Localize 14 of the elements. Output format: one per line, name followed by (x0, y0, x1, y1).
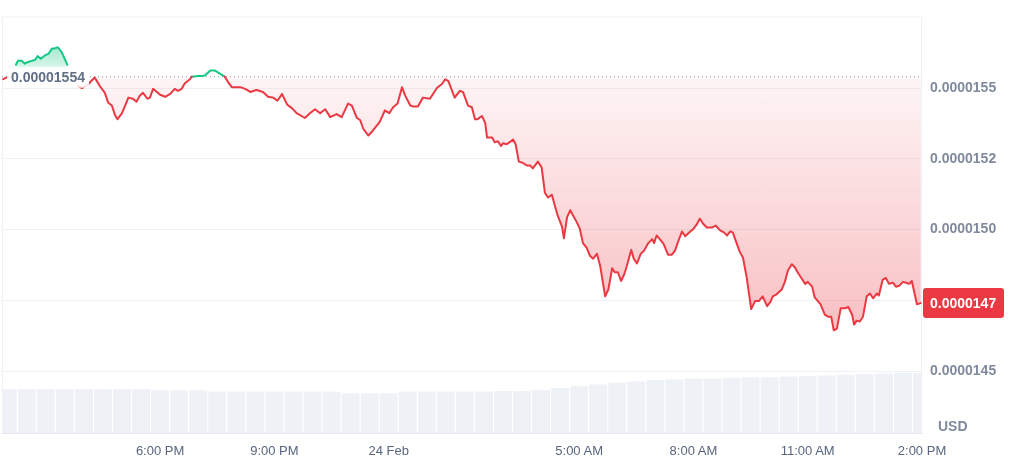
x-tick-label: 11:00 AM (780, 443, 835, 457)
x-tick-label: 9:00 PM (250, 443, 299, 457)
y-axis-title: USD (938, 417, 968, 434)
x-tick-label: 8:00 AM (669, 443, 718, 457)
ref-line-label: 0.00001554 (11, 68, 86, 85)
y-tick-label: 0.0000145 (930, 361, 997, 378)
x-tick-label: 6:00 PM (135, 443, 185, 457)
x-tick-label: 2:00 PM (897, 443, 947, 457)
y-tick-label: 0.0000155 (930, 78, 997, 95)
y-tick-label: 0.0000152 (930, 149, 997, 166)
x-tick-label: 24 Feb (368, 443, 409, 457)
text: 0.0000147 (930, 294, 997, 311)
x-tick-label: 5:00 AM (555, 443, 603, 457)
y-tick-label: 0.0000150 (930, 220, 997, 237)
